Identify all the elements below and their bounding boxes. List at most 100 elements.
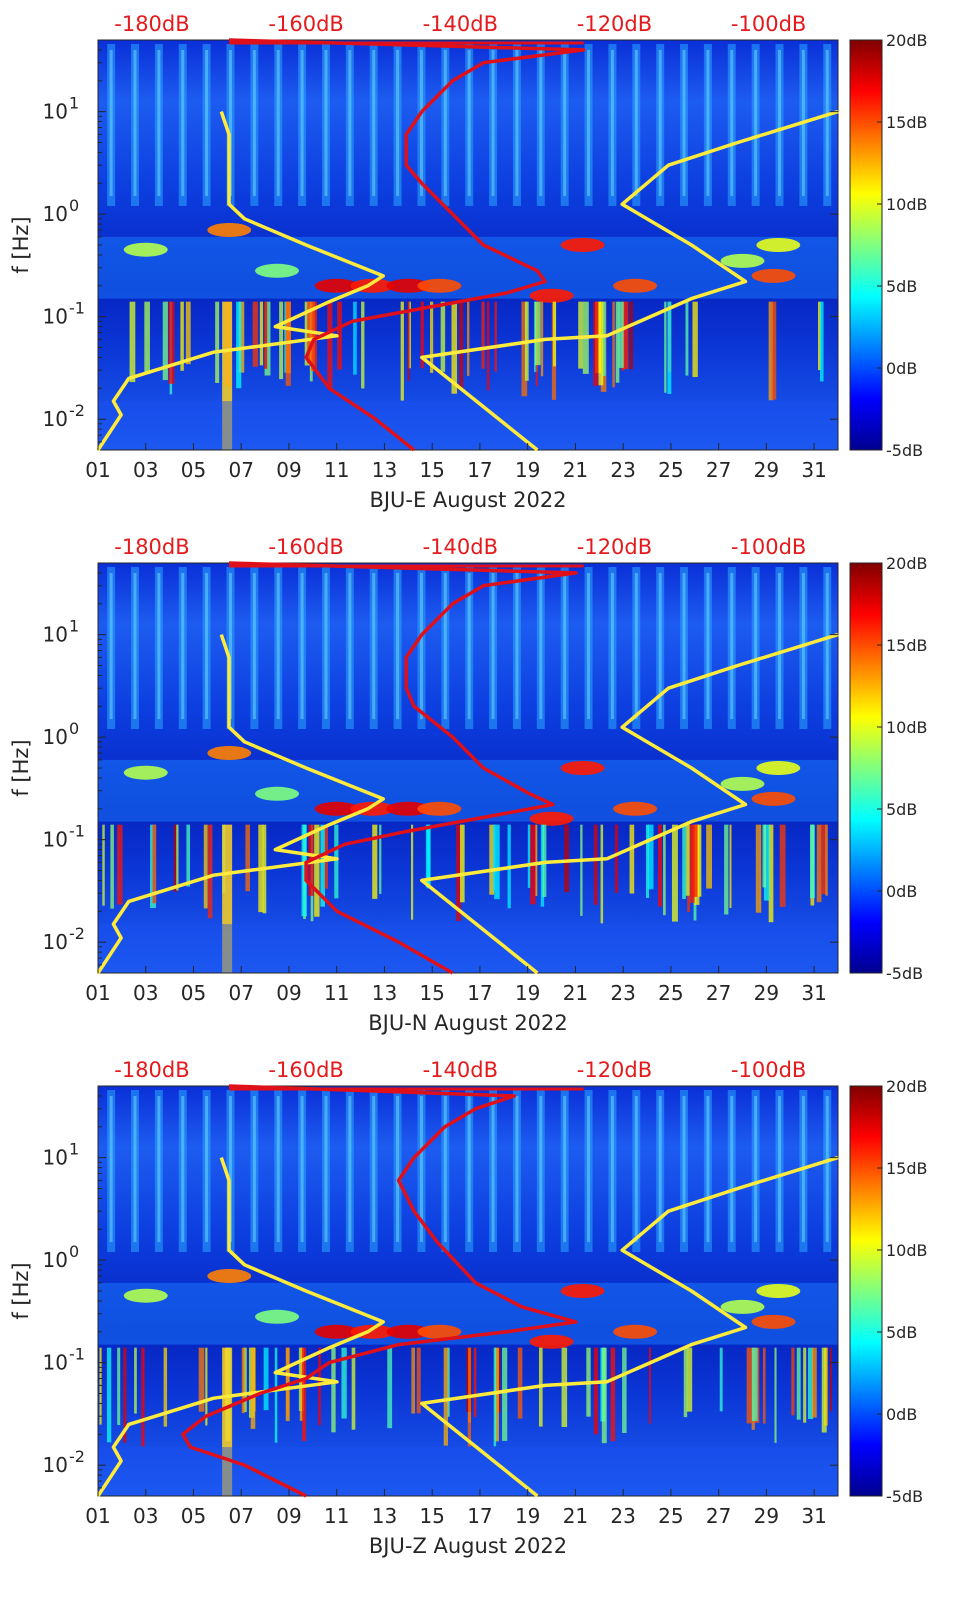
stripe-day-19 bbox=[536, 567, 545, 730]
microseism-blob-8 bbox=[529, 811, 574, 826]
stripe-core-day-23 bbox=[634, 1096, 638, 1243]
spectrogram-microseism-band bbox=[98, 1269, 838, 1349]
x-tick-label: 27 bbox=[706, 981, 731, 1005]
y-tick-exponent: 1 bbox=[69, 94, 79, 113]
stripe-core-day-4 bbox=[181, 1096, 185, 1243]
x-axis-label: BJU-E August 2022 bbox=[369, 488, 566, 512]
stripe-day-1 bbox=[107, 567, 116, 730]
stripe-day-4 bbox=[178, 567, 187, 730]
colorbar-label: 10dB bbox=[886, 718, 928, 737]
y-tick-base: 10 bbox=[43, 1453, 68, 1477]
y-tick-exponent: -1 bbox=[69, 299, 85, 318]
spectrogram-daily-stripes bbox=[107, 567, 832, 730]
top-axis-label: -120dB bbox=[577, 1058, 652, 1082]
x-tick-label: 17 bbox=[467, 1504, 492, 1528]
stripe-core-day-27 bbox=[730, 50, 734, 197]
lowfreq-column-61 bbox=[774, 1347, 777, 1443]
x-tick-label: 25 bbox=[658, 981, 683, 1005]
stripe-day-2 bbox=[131, 44, 139, 207]
lowfreq-column-66 bbox=[593, 1347, 599, 1435]
y-tick-exponent: -1 bbox=[69, 822, 85, 841]
top-axis-label: -100dB bbox=[731, 1058, 806, 1082]
x-tick-label: 13 bbox=[372, 981, 397, 1005]
stripe-day-14 bbox=[417, 44, 426, 207]
stripe-day-9 bbox=[298, 1090, 307, 1253]
x-tick-label: 09 bbox=[276, 1504, 301, 1528]
stripe-day-19 bbox=[536, 44, 545, 207]
stripe-core-day-6 bbox=[228, 1096, 232, 1243]
y-tick-exponent: 1 bbox=[69, 617, 79, 636]
lowfreq-column-70 bbox=[663, 824, 666, 916]
colorbar-label: 20dB bbox=[886, 31, 928, 50]
lowfreq-column-5 bbox=[593, 824, 598, 905]
stripe-day-16 bbox=[465, 1090, 474, 1253]
stripe-core-day-27 bbox=[730, 573, 734, 720]
lowfreq-column-55 bbox=[493, 824, 496, 891]
x-tick-label: 21 bbox=[563, 981, 588, 1005]
microseism-blob-3 bbox=[255, 1309, 300, 1324]
microseism-blob-2 bbox=[207, 746, 252, 761]
y-tick-exponent: -1 bbox=[69, 1345, 85, 1364]
lowfreq-column-45 bbox=[494, 1347, 499, 1442]
stripe-core-day-15 bbox=[443, 1096, 447, 1243]
lowfreq-column-28 bbox=[110, 824, 114, 909]
lowfreq-column-52 bbox=[534, 301, 541, 366]
noise-model-low-line bbox=[96, 1157, 385, 1497]
stripe-day-24 bbox=[656, 1090, 665, 1253]
colorbar-label: 0dB bbox=[886, 882, 917, 901]
stripe-day-2 bbox=[131, 567, 139, 730]
stripe-core-day-7 bbox=[252, 50, 256, 197]
lowfreq-column-64 bbox=[692, 824, 698, 897]
lowfreq-column-47 bbox=[629, 824, 635, 894]
stripe-core-day-12 bbox=[372, 1096, 376, 1243]
lowfreq-column-60 bbox=[771, 301, 777, 400]
x-tick-label: 17 bbox=[467, 458, 492, 482]
stripe-day-27 bbox=[727, 44, 736, 207]
y-tick-exponent: 0 bbox=[69, 1242, 79, 1261]
lowfreq-column-46 bbox=[123, 1347, 127, 1443]
x-tick-label: 01 bbox=[85, 1504, 110, 1528]
x-tick-label: 03 bbox=[133, 1504, 158, 1528]
y-tick-base: 10 bbox=[43, 305, 68, 329]
stripe-core-day-21 bbox=[587, 50, 591, 197]
stripe-day-20 bbox=[560, 567, 569, 730]
lowfreq-column-day7 bbox=[222, 301, 233, 450]
lowfreq-column-19 bbox=[299, 1347, 304, 1421]
stripe-day-8 bbox=[274, 1090, 283, 1253]
microseism-blob-4 bbox=[314, 1324, 359, 1339]
x-tick-label: 01 bbox=[85, 458, 110, 482]
stripe-day-14 bbox=[417, 1090, 426, 1253]
stripe-day-5 bbox=[202, 44, 211, 207]
y-tick-exponent: -2 bbox=[69, 401, 85, 420]
lowfreq-column-67 bbox=[755, 824, 762, 913]
y-tick-label: 10 bbox=[43, 407, 68, 431]
stripe-core-day-19 bbox=[539, 573, 543, 720]
lowfreq-column-11 bbox=[820, 824, 827, 895]
stripe-core-day-8 bbox=[276, 1096, 280, 1243]
lowfreq-column-22 bbox=[610, 1347, 616, 1442]
lowfreq-column-56 bbox=[447, 1347, 450, 1417]
top-axis-label: -100dB bbox=[731, 535, 806, 559]
lowfreq-column-58 bbox=[416, 1347, 421, 1414]
microseism-blob-10 bbox=[613, 801, 658, 816]
x-tick-label: 15 bbox=[419, 1504, 444, 1528]
lowfreq-column-47 bbox=[141, 1347, 145, 1447]
stripe-day-13 bbox=[393, 1090, 402, 1253]
y-tick-exponent: -2 bbox=[69, 924, 85, 943]
lowfreq-column-day7 bbox=[222, 1347, 233, 1496]
stripe-core-day-5 bbox=[205, 573, 209, 720]
lowfreq-column-14 bbox=[561, 1347, 568, 1427]
lowfreq-column-25 bbox=[600, 824, 604, 924]
lowfreq-column-65 bbox=[207, 824, 213, 919]
stripe-day-24 bbox=[656, 567, 665, 730]
microseism-blob-6 bbox=[386, 278, 431, 293]
x-tick-label: 01 bbox=[85, 981, 110, 1005]
lowfreq-column-18 bbox=[692, 301, 698, 378]
lowfreq-column-43 bbox=[259, 301, 264, 366]
lowfreq-column-9 bbox=[215, 301, 220, 383]
stripe-core-day-20 bbox=[563, 50, 567, 197]
stripe-day-30 bbox=[799, 567, 808, 730]
stripe-core-day-1 bbox=[109, 1096, 113, 1243]
lowfreq-column-54 bbox=[129, 301, 136, 383]
